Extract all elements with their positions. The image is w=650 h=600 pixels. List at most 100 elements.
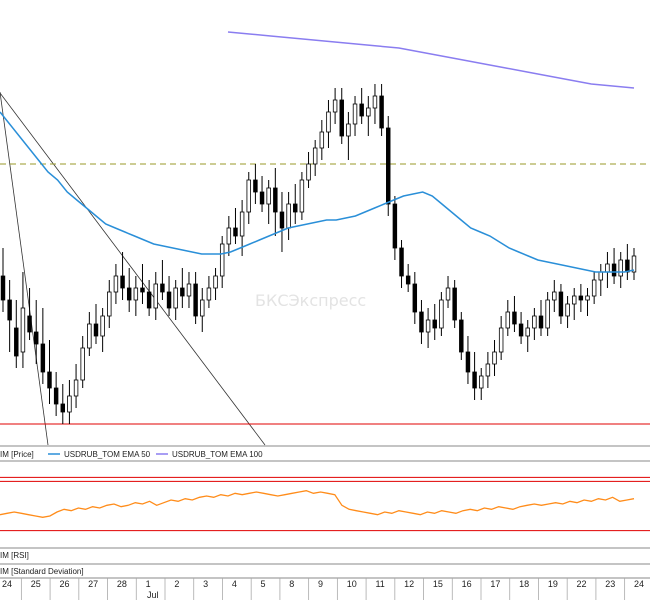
candle-body xyxy=(266,187,271,205)
candle-body xyxy=(352,103,358,125)
candle-body xyxy=(312,147,318,165)
x-tick-label: 24 xyxy=(2,579,12,589)
stddev-panel: IM [Standard Deviation] xyxy=(0,563,650,576)
candle-body xyxy=(40,343,46,373)
candle-body xyxy=(299,179,305,213)
stddev-label: IM [Standard Deviation] xyxy=(0,567,84,576)
candle-body xyxy=(146,291,152,309)
candle-body xyxy=(485,363,491,377)
x-tick-label: 23 xyxy=(605,579,615,589)
x-tick-label: 9 xyxy=(318,579,323,589)
x-tick-label: 10 xyxy=(347,579,357,589)
candle-body xyxy=(459,319,464,353)
candle-body xyxy=(386,127,391,205)
candle-body xyxy=(399,247,404,277)
x-tick-label: 16 xyxy=(462,579,472,589)
candle-body xyxy=(439,299,444,329)
candle-body xyxy=(160,283,165,293)
candle-body xyxy=(233,227,238,237)
candle-body xyxy=(631,255,637,273)
candle-body xyxy=(571,295,577,305)
candle-body xyxy=(419,311,424,333)
candle-body xyxy=(505,311,511,329)
x-tick-label: 4 xyxy=(232,579,237,589)
candle-body xyxy=(585,295,590,301)
ema50-line xyxy=(0,111,635,273)
candle-body xyxy=(412,283,418,313)
candle-body xyxy=(326,111,331,133)
price-legend-bar xyxy=(0,446,650,461)
candle-body xyxy=(100,315,105,337)
month-label: Jul xyxy=(147,590,159,600)
candle-body xyxy=(73,379,79,397)
candle-body xyxy=(598,271,604,281)
price-panel: БКСЭкспресс IM [Price] USDRUB_TOM EMA 50… xyxy=(0,31,650,462)
candle-body xyxy=(472,371,477,389)
candle-body xyxy=(306,163,311,181)
candle-body xyxy=(332,99,338,113)
candle-body xyxy=(405,275,411,285)
rsi-line xyxy=(0,490,635,518)
candle-body xyxy=(465,351,471,373)
candle-body xyxy=(113,275,119,293)
ema100-line xyxy=(227,31,635,89)
candle-body xyxy=(166,291,172,309)
candle-body xyxy=(253,179,258,193)
x-tick-label: 18 xyxy=(519,579,529,589)
candle-body xyxy=(339,99,344,137)
trendline-1 xyxy=(0,91,49,446)
price-series-label: IM [Price] xyxy=(0,450,34,459)
candle-body xyxy=(425,319,431,333)
candle-body xyxy=(538,315,544,329)
candle-body xyxy=(180,287,185,297)
x-tick-label: 8 xyxy=(289,579,294,589)
candle-body xyxy=(492,351,497,365)
x-tick-label: 15 xyxy=(433,579,443,589)
candles-group xyxy=(0,84,637,424)
candle-body xyxy=(186,283,192,297)
candle-body xyxy=(279,211,285,229)
candle-body xyxy=(93,323,99,337)
candle-body xyxy=(47,371,52,389)
candle-body xyxy=(578,295,584,301)
candle-body xyxy=(80,347,85,381)
candle-body xyxy=(14,327,19,357)
candle-body xyxy=(591,279,597,297)
candle-body xyxy=(126,287,132,301)
candle-body xyxy=(498,327,504,353)
x-tick-label: 22 xyxy=(577,579,587,589)
candle-body xyxy=(259,191,265,205)
candle-body xyxy=(319,131,325,149)
candle-body xyxy=(206,287,212,301)
candle-body xyxy=(372,95,378,109)
x-tick-label: 26 xyxy=(59,579,69,589)
x-tick-label: 1 xyxy=(146,579,151,589)
candle-body xyxy=(618,259,623,277)
candle-body xyxy=(239,211,245,237)
candle-body xyxy=(273,187,278,213)
candle-body xyxy=(545,299,550,329)
x-tick-label: 17 xyxy=(490,579,500,589)
x-tick-label: 27 xyxy=(88,579,98,589)
candle-body xyxy=(200,299,205,317)
candle-body xyxy=(219,243,225,277)
rsi-label: IM [RSI] xyxy=(0,551,29,560)
x-tick-label: 5 xyxy=(261,579,266,589)
x-tick-label: 19 xyxy=(548,579,558,589)
x-axis: Jul 24 25 26 27 28 1 2 3 4 5 8 9 10 11 12 15 16 17 18 19 22 2… xyxy=(0,577,650,600)
candle-body xyxy=(611,263,617,277)
candle-body xyxy=(246,179,251,213)
candle-body xyxy=(60,403,66,413)
candle-body xyxy=(53,387,59,405)
candle-body xyxy=(552,291,557,301)
candle-body xyxy=(518,323,524,337)
candle-body xyxy=(213,275,218,289)
candle-body xyxy=(226,227,232,245)
candle-body xyxy=(512,311,517,325)
candle-body xyxy=(346,123,351,137)
ema100-legend-label: USDRUB_TOM EMA 100 xyxy=(172,450,263,459)
x-tick-label: 24 xyxy=(634,579,644,589)
candle-body xyxy=(625,259,630,273)
candle-body xyxy=(432,319,437,329)
